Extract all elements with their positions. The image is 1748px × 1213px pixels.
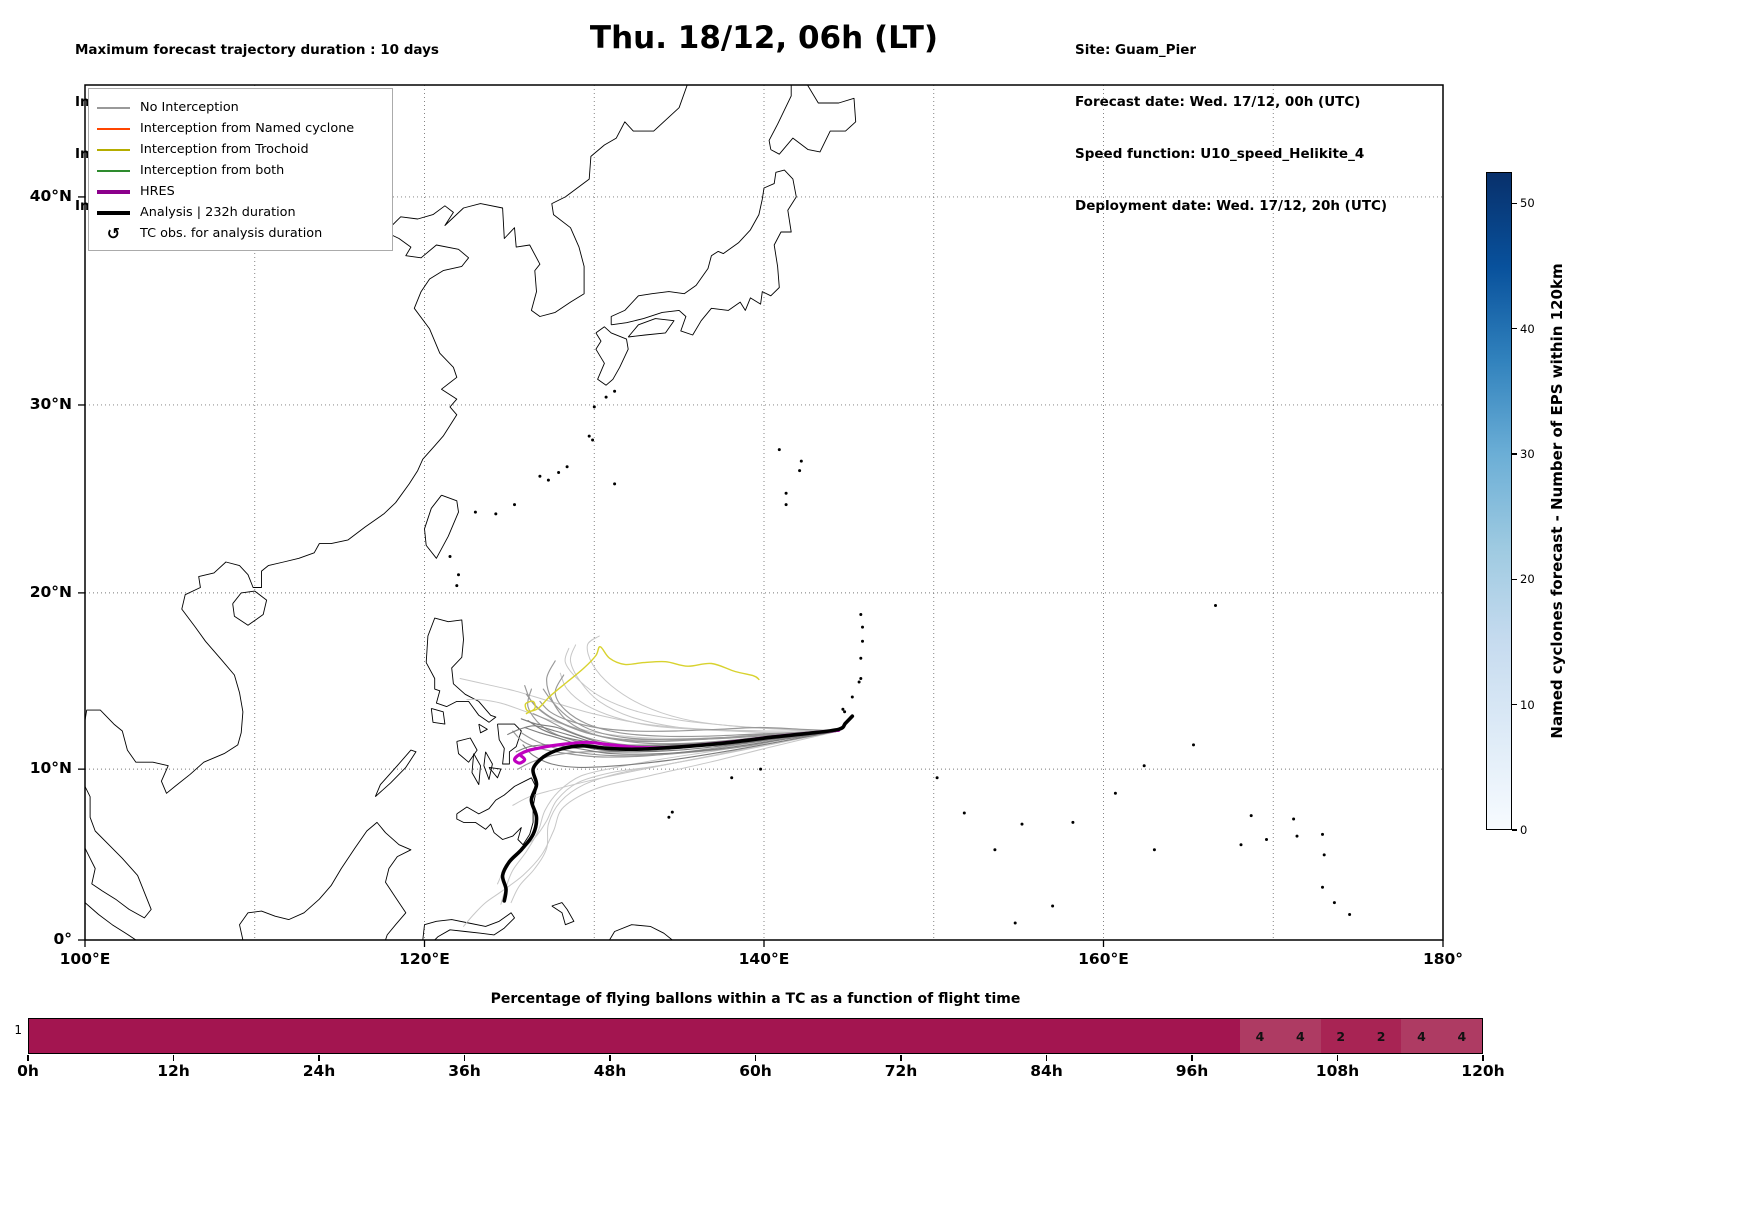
graticule [85, 85, 1443, 940]
colorbar-tick-label: 40 [1520, 321, 1535, 336]
strip-axis-label: 108h [1315, 1062, 1360, 1080]
lon-tick-label: 160°E [1078, 950, 1129, 968]
strip-axis-tick [172, 1055, 175, 1061]
colorbar-tick [1512, 453, 1517, 455]
legend-label: No Interception [140, 100, 239, 115]
header-right-line: Deployment date: Wed. 17/12, 20h (UTC) [1075, 198, 1388, 215]
colorbar-label: Named cyclones forecast - Number of EPS … [1548, 263, 1566, 739]
colorbar-tick-label: 10 [1520, 697, 1535, 712]
strip-axis-label: 12h [157, 1062, 190, 1080]
lon-tick-label: 180° [1422, 950, 1464, 968]
lat-tick-label: 10°N [29, 759, 72, 778]
legend-label: HRES [140, 184, 175, 199]
legend-line-sample [97, 106, 130, 109]
strip-axis-label: 120h [1461, 1062, 1505, 1080]
lat-tick-label: 40°N [29, 186, 72, 205]
strip-axis-tick [27, 1055, 29, 1061]
colorbar-tick-label: 20 [1520, 572, 1535, 587]
legend-label: Interception from both [140, 163, 285, 178]
strip-axis-label: 96h [1175, 1062, 1209, 1080]
colorbar-tick [1512, 202, 1517, 205]
strip-cell: 2 [1360, 1019, 1402, 1053]
strip-axis-label: 36h [448, 1062, 481, 1080]
colorbar [1486, 172, 1512, 830]
ensemble-trajectories [459, 635, 840, 927]
legend-line-sample [97, 210, 130, 215]
strip-axis-tick [754, 1055, 757, 1061]
strip-axis-label: 60h [739, 1062, 772, 1080]
strip-row-label: 1 [14, 1023, 22, 1037]
map-layers [85, 85, 1443, 940]
colorbar-tick [1512, 703, 1517, 706]
legend-item-analysis: Analysis | 232h duration [97, 202, 382, 223]
strip-cell: 4 [1239, 1019, 1281, 1053]
legend-line-sample [97, 169, 130, 172]
strip-axis-tick [318, 1055, 320, 1061]
strip-axis-tick [900, 1055, 902, 1061]
strip-axis-label: 24h [302, 1062, 336, 1080]
header-right-line: Site: Guam_Pier [1075, 41, 1197, 58]
header-right-line: Speed function: U10_speed_Helikite_4 [1075, 146, 1365, 163]
header-left-line: Maximum forecast trajectory duration : 1… [75, 41, 439, 58]
bottom-strip-title: Percentage of flying ballons within a TC… [490, 991, 1021, 1007]
legend-item-trochoid: Interception from Trochoid [97, 139, 382, 160]
legend-item-named-cyclone: Interception from Named cyclone [97, 118, 382, 139]
analysis-trajectory [500, 714, 855, 903]
rotate-ccw-icon: ↺ [106, 223, 121, 243]
legend-line-sample [97, 148, 130, 151]
colorbar-tick-label: 30 [1520, 447, 1535, 461]
lon-tick-label: 120°E [399, 950, 450, 968]
strip-axis-tick [1482, 1055, 1484, 1061]
legend-item-no-interception: No Interception [97, 97, 382, 118]
colorbar-tick [1512, 829, 1517, 831]
coastlines-layer [85, 85, 1352, 940]
strip-cell: 2 [1320, 1019, 1361, 1053]
strip-axis-tick [1336, 1055, 1339, 1061]
legend-label: TC obs. for analysis duration [140, 226, 323, 241]
colorbar-tick-label: 0 [1520, 823, 1528, 837]
strip-cell: 4 [1441, 1019, 1482, 1053]
colorbar-tick [1512, 327, 1517, 330]
legend-label: Interception from Named cyclone [140, 121, 355, 136]
legend-item-both: Interception from both [97, 160, 382, 181]
strip-axis-tick [609, 1055, 611, 1061]
legend-label: Interception from Trochoid [140, 142, 309, 157]
trochoid-trajectory [524, 646, 760, 715]
lon-tick-label: 100°E [59, 950, 111, 968]
strip-axis-tick [463, 1055, 466, 1061]
strip-cell: 4 [1280, 1019, 1321, 1053]
legend-line-sample [97, 127, 130, 130]
strip-axis-label: 48h [593, 1062, 627, 1080]
legend-item-hres: HRES [97, 181, 382, 202]
colorbar-tick [1512, 578, 1517, 581]
legend-line-sample [97, 189, 130, 194]
lat-tick-label: 30°N [29, 394, 72, 413]
strip-axis-label: 0h [17, 1062, 39, 1080]
lat-tick-label: 20°N [29, 582, 72, 601]
strip-axis-label: 72h [884, 1062, 918, 1080]
lat-tick-label: 0° [53, 930, 72, 948]
map-legend: No Interception Interception from Named … [88, 88, 393, 251]
strip-axis-tick [1191, 1055, 1193, 1061]
strip-axis-label: 84h [1030, 1062, 1063, 1080]
lon-tick-label: 140°E [738, 950, 790, 968]
legend-item-tc-obs: ↺ TC obs. for analysis duration [97, 223, 382, 244]
header-right-line: Forecast date: Wed. 17/12, 00h (UTC) [1075, 94, 1361, 111]
strip-cell: 4 [1401, 1019, 1442, 1053]
legend-label: Analysis | 232h duration [140, 205, 296, 220]
colorbar-tick-label: 50 [1520, 196, 1535, 211]
header-right: Site: Guam_Pier Forecast date: Wed. 17/1… [1075, 7, 1387, 251]
figure-title: Thu. 18/12, 06h (LT) [589, 20, 939, 56]
strip-axis-tick [1045, 1055, 1048, 1061]
